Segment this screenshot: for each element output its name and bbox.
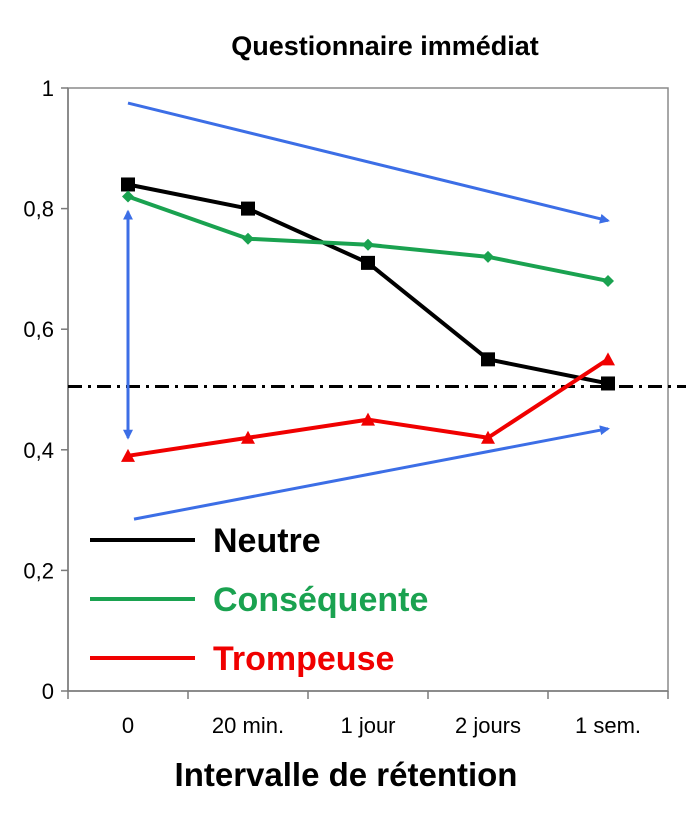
data-point	[481, 430, 495, 444]
annotation-arrow	[133, 425, 610, 521]
x-tick-label: 0	[122, 713, 134, 738]
data-point	[602, 274, 614, 287]
data-point	[122, 190, 134, 203]
y-tick-label: 1	[42, 76, 54, 101]
data-point	[481, 352, 495, 367]
x-tick-label: 20 min.	[212, 713, 284, 738]
data-point	[361, 255, 375, 270]
annotation-arrow	[127, 101, 610, 224]
axes: 0 0,2 0,4 0,6 0,8 1 0 20 min. 1 jour 2 jours 1 sem…	[23, 76, 669, 738]
data-point	[361, 412, 375, 426]
y-tick-label: 0,4	[23, 438, 54, 463]
legend-label: Conséquente	[213, 581, 428, 619]
data-point	[482, 250, 494, 263]
plot-area	[67, 87, 669, 692]
legend-label: Trompeuse	[213, 640, 394, 678]
y-tick-label: 0,6	[23, 317, 54, 342]
y-tick-label: 0	[42, 679, 54, 704]
x-tick-label: 2 jours	[455, 713, 521, 738]
legend-label: Neutre	[213, 522, 321, 560]
data-point	[601, 352, 615, 366]
series-group	[121, 177, 615, 462]
annotations	[123, 101, 610, 521]
data-point	[121, 448, 135, 462]
data-point	[121, 177, 135, 192]
legend: Neutre Conséquente Trompeuse	[90, 522, 428, 678]
x-tick-label: 1 jour	[340, 713, 395, 738]
data-point	[241, 201, 255, 216]
data-point	[601, 376, 615, 391]
data-point	[362, 238, 374, 251]
data-point	[241, 430, 255, 444]
data-point	[242, 232, 254, 245]
y-tick-label: 0,2	[23, 558, 54, 583]
x-tick-label: 1 sem.	[575, 713, 641, 738]
y-tick-label: 0,8	[23, 197, 54, 222]
chart-title: Questionnaire immédiat	[231, 31, 539, 61]
x-axis-label: Intervalle de rétention	[175, 756, 518, 793]
